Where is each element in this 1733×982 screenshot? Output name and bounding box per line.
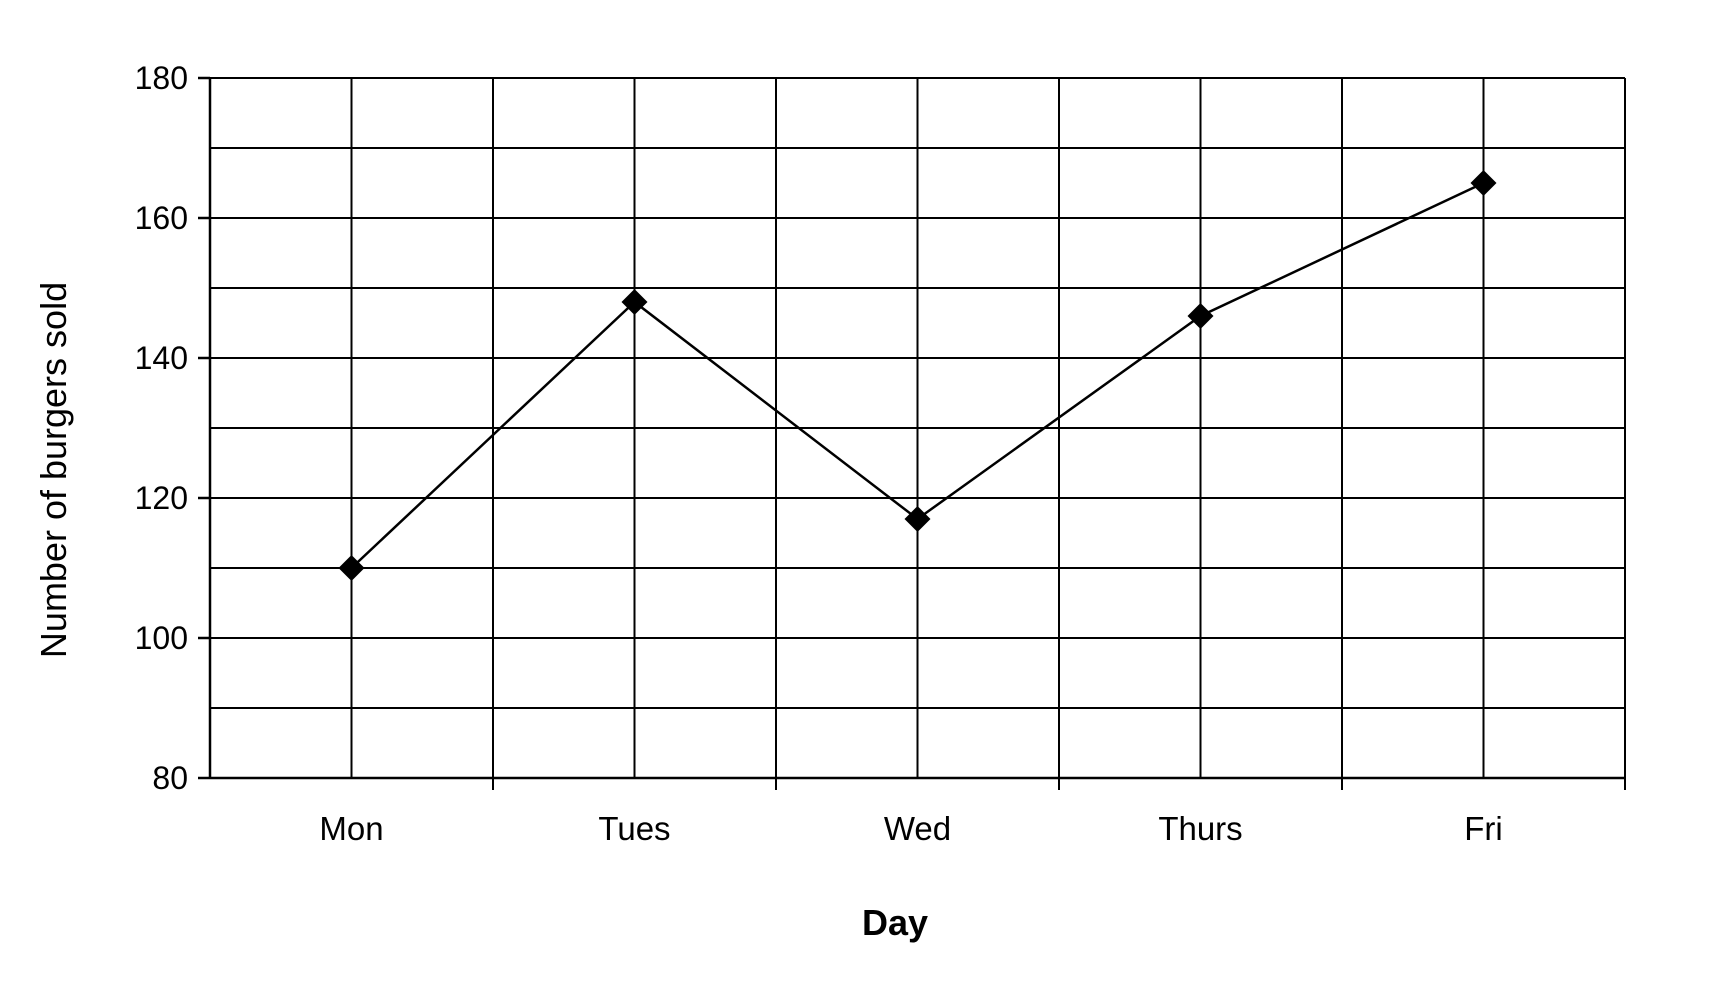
y-tick-label: 140: [135, 340, 188, 376]
data-point-marker: [338, 555, 365, 581]
x-tick-label: Tues: [598, 810, 670, 847]
series-layer: [338, 170, 1497, 581]
axes: [198, 76, 1625, 780]
y-tick-label: 180: [135, 60, 188, 96]
x-tick-label: Fri: [1464, 810, 1502, 847]
x-tick-label: Wed: [884, 810, 951, 847]
x-axis-title: Day: [862, 902, 928, 943]
data-point-marker: [904, 506, 931, 532]
data-point-marker: [621, 289, 648, 315]
x-tick-label: Mon: [319, 810, 383, 847]
y-tick-label: 100: [135, 620, 188, 656]
data-point-marker: [1187, 303, 1214, 329]
y-axis-title: Number of burgers sold: [33, 282, 74, 658]
x-tick-label: Thurs: [1158, 810, 1242, 847]
data-point-marker: [1470, 170, 1497, 196]
y-tick-label: 120: [135, 480, 188, 516]
tick-labels: 80 100 120 140 160 180 Mon Tues Wed Thurs Fri: [135, 60, 1503, 847]
y-tick-label: 80: [152, 760, 188, 796]
y-tick-label: 160: [135, 200, 188, 236]
grid: [209, 77, 1626, 790]
